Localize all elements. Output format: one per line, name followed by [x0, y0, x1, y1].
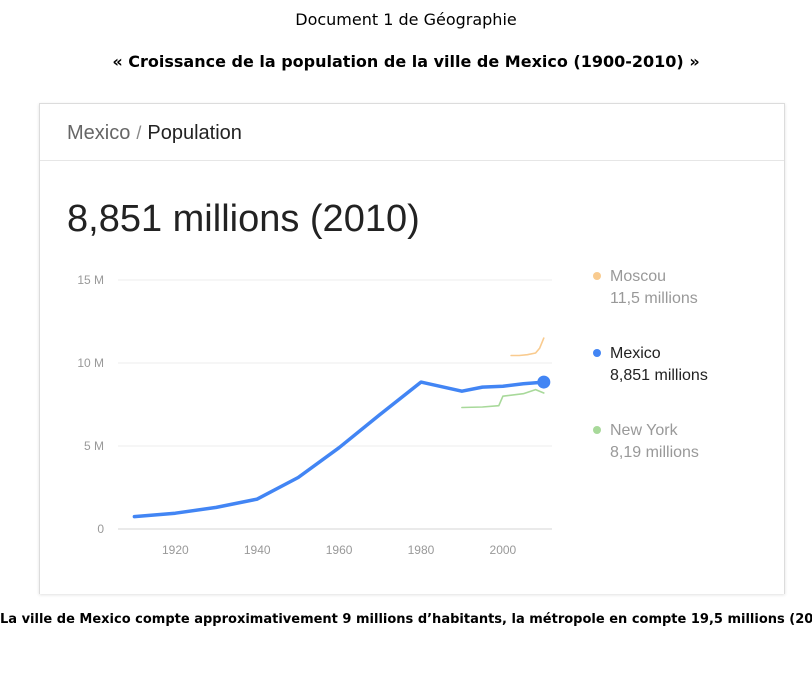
population-line-chart: 0 5 M 10 M 15 M 1920 1940 1960 1980 2000 Moscou… — [77, 268, 708, 557]
breadcrumb: Mexico / Population — [67, 122, 242, 145]
series-line-moscou[interactable] — [510, 337, 545, 357]
legend-name-new-york[interactable]: New York — [610, 422, 679, 439]
series-line-new-york[interactable] — [461, 388, 545, 409]
series-endpoint-marker[interactable] — [537, 375, 551, 389]
y-tick-label: 15 M — [77, 273, 104, 287]
legend-swatch-new-york — [593, 426, 601, 434]
legend-name-mexico[interactable]: Mexico — [610, 345, 661, 362]
legend-value-moscou: 11,5 millions — [610, 290, 698, 307]
chart-series — [132, 337, 551, 519]
y-tick-label: 5 M — [84, 439, 104, 453]
x-tick-label: 2000 — [490, 543, 517, 557]
x-tick-label: 1920 — [162, 543, 189, 557]
legend-value-new-york: 8,19 millions — [610, 444, 699, 461]
y-tick-label: 10 M — [77, 356, 104, 370]
document-title: Document 1 de Géographie — [295, 10, 517, 29]
y-tick-label: 0 — [97, 522, 104, 536]
series-line-mexico[interactable] — [132, 380, 546, 519]
x-tick-label: 1960 — [326, 543, 353, 557]
breadcrumb-topic: Population — [147, 122, 242, 144]
breadcrumb-separator: / — [136, 123, 142, 143]
legend-swatch-moscou — [593, 272, 601, 280]
legend-value-mexico: 8,851 millions — [610, 367, 708, 384]
document-subtitle: « Croissance de la population de la vill… — [112, 52, 700, 71]
population-card: Mexico / Population 8,851 millions (2010) … — [39, 103, 785, 594]
chart-gridlines — [118, 279, 552, 530]
y-axis-ticks: 0 5 M 10 M 15 M — [77, 273, 104, 536]
document-caption: La ville de Mexico compte approximativem… — [0, 612, 812, 627]
legend-swatch-mexico — [593, 349, 601, 357]
breadcrumb-place[interactable]: Mexico — [67, 122, 131, 144]
card-header: Mexico / Population — [40, 104, 784, 161]
legend-name-moscou[interactable]: Moscou — [610, 268, 666, 285]
chart-legend: Moscou 11,5 millions Mexico 8,851 millions N… — [593, 268, 708, 461]
x-tick-label: 1980 — [408, 543, 435, 557]
x-tick-label: 1940 — [244, 543, 271, 557]
x-axis-ticks: 1920 1940 1960 1980 2000 — [162, 543, 517, 557]
headline-value: 8,851 millions (2010) — [67, 198, 420, 240]
